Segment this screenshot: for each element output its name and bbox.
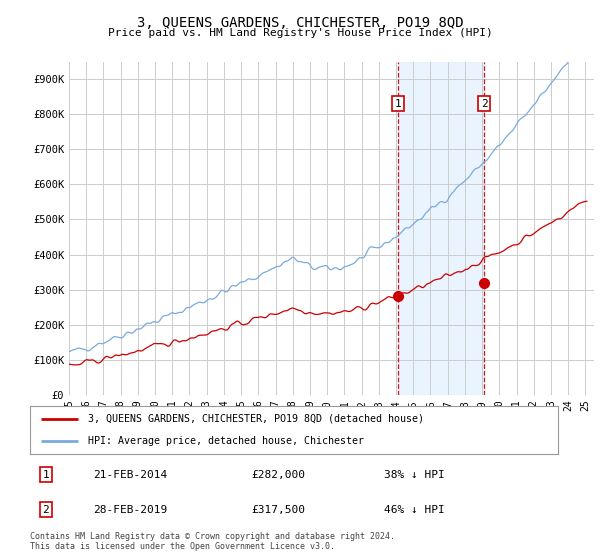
Text: 3, QUEENS GARDENS, CHICHESTER, PO19 8QD (detached house): 3, QUEENS GARDENS, CHICHESTER, PO19 8QD … [88, 414, 424, 424]
Text: Price paid vs. HM Land Registry's House Price Index (HPI): Price paid vs. HM Land Registry's House … [107, 28, 493, 38]
Text: 2: 2 [43, 505, 49, 515]
Text: 21-FEB-2014: 21-FEB-2014 [94, 470, 167, 479]
Text: 38% ↓ HPI: 38% ↓ HPI [384, 470, 445, 479]
Text: 3, QUEENS GARDENS, CHICHESTER, PO19 8QD: 3, QUEENS GARDENS, CHICHESTER, PO19 8QD [137, 16, 463, 30]
Text: 1: 1 [395, 99, 401, 109]
Text: £282,000: £282,000 [252, 470, 306, 479]
Text: 28-FEB-2019: 28-FEB-2019 [94, 505, 167, 515]
Text: Contains HM Land Registry data © Crown copyright and database right 2024.
This d: Contains HM Land Registry data © Crown c… [30, 532, 395, 552]
Text: 2: 2 [481, 99, 488, 109]
Text: HPI: Average price, detached house, Chichester: HPI: Average price, detached house, Chic… [88, 436, 364, 446]
Text: 1: 1 [43, 470, 49, 479]
Text: 46% ↓ HPI: 46% ↓ HPI [384, 505, 445, 515]
Text: £317,500: £317,500 [252, 505, 306, 515]
Bar [398, 62, 484, 395]
